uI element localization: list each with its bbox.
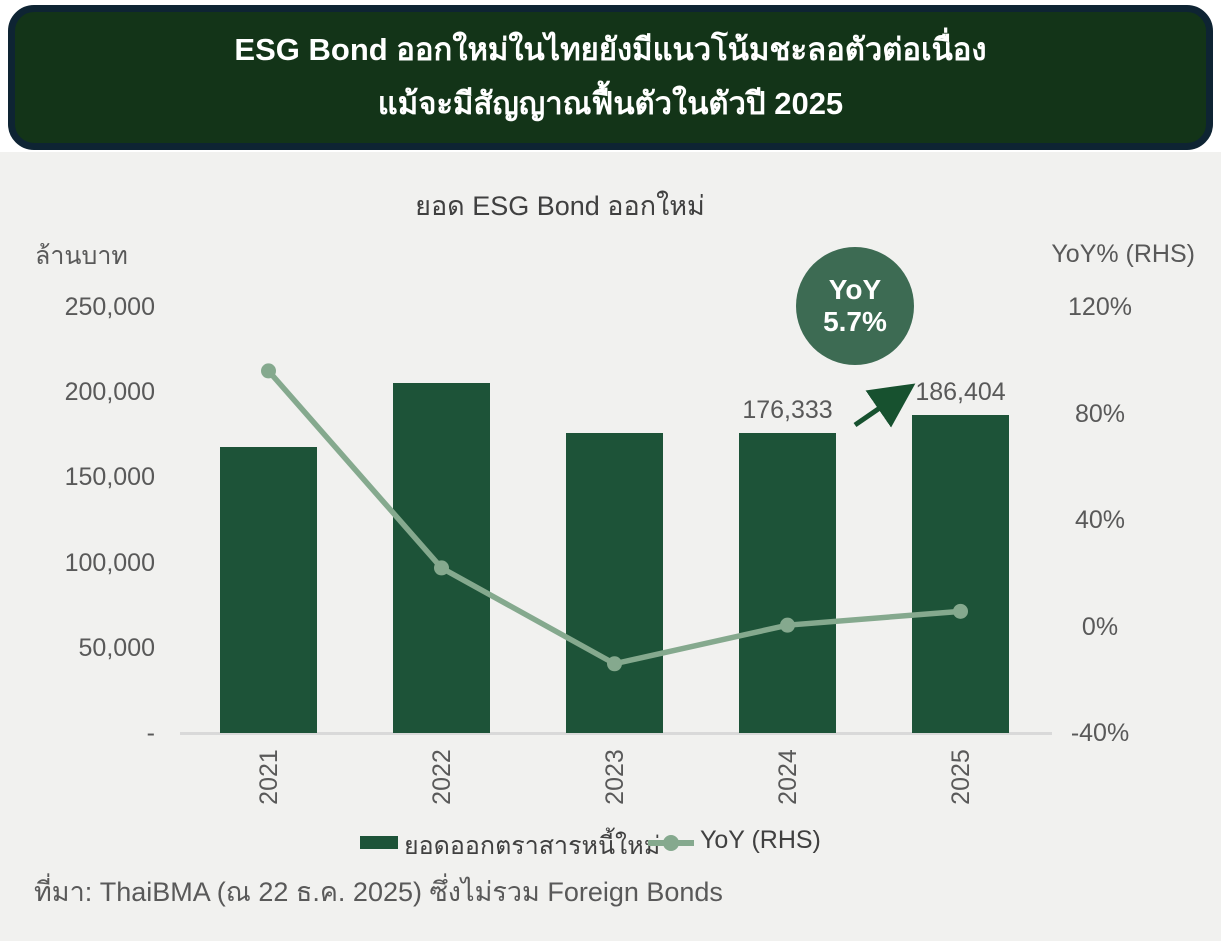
x-axis-label-2025: 2025 bbox=[946, 749, 975, 805]
legend-line-label: YoY (RHS) bbox=[700, 826, 821, 854]
source-note: ที่มา: ThaiBMA (ณ 22 ธ.ค. 2025) ซึ่งไม่ร… bbox=[34, 877, 723, 907]
yoy-point-2021 bbox=[261, 363, 276, 379]
right-axis-tick-label: 40% bbox=[1074, 506, 1126, 534]
data-label-2024: 176,333 bbox=[742, 395, 833, 424]
right-axis-tick-label: 80% bbox=[1074, 399, 1126, 428]
left-axis-tick-label: - bbox=[146, 719, 155, 747]
yoy-badge-label: YoY bbox=[828, 273, 882, 305]
left-axis-tick-label: 50,000 bbox=[78, 633, 155, 662]
data-label-2025: 186,404 bbox=[915, 378, 1006, 407]
bar-2021 bbox=[220, 446, 317, 733]
right-axis-tick-label: 120% bbox=[1068, 293, 1132, 321]
yoy-badge-value: 5.7% bbox=[823, 306, 887, 337]
bar-2023 bbox=[566, 433, 663, 733]
left-axis-tick-label: 250,000 bbox=[64, 293, 155, 321]
chart-area: ยอด ESG Bond ออกใหม่ ล้านบาท YoY% (RHS) … bbox=[0, 152, 1221, 941]
left-axis-unit-label: ล้านบาท bbox=[35, 242, 128, 270]
chart-title: ยอด ESG Bond ออกใหม่ bbox=[415, 191, 705, 221]
x-axis-line bbox=[180, 732, 1052, 735]
header-title-line2: แม้จะมีสัญญาณฟื้นตัวในตัวปี 2025 bbox=[377, 85, 844, 121]
bar-2025 bbox=[912, 415, 1009, 733]
left-axis-tick-label: 200,000 bbox=[64, 378, 155, 407]
header-title-box: ESG Bond ออกใหม่ในไทยยังมีแนวโน้มชะลอตัว… bbox=[8, 5, 1213, 150]
left-axis-tick-label: 100,000 bbox=[64, 548, 155, 577]
yoy-badge: YoY 5.7% bbox=[796, 247, 914, 365]
right-axis-tick-label: 0% bbox=[1081, 612, 1119, 641]
bar-2024 bbox=[739, 432, 836, 733]
legend: ยอดออกตราสารหนี้ใหม่ YoY (RHS) bbox=[0, 824, 1221, 864]
x-axis-label-2022: 2022 bbox=[427, 749, 456, 805]
x-axis-label-2023: 2023 bbox=[600, 749, 629, 805]
x-axis-label-2024: 2024 bbox=[773, 749, 802, 805]
header-band: ESG Bond ออกใหม่ในไทยยังมีแนวโน้มชะลอตัว… bbox=[0, 0, 1221, 152]
header-title-line1: ESG Bond ออกใหม่ในไทยยังมีแนวโน้มชะลอตัว… bbox=[234, 32, 987, 68]
legend-bar-label: ยอดออกตราสารหนี้ใหม่ bbox=[404, 832, 661, 860]
x-axis-label-2021: 2021 bbox=[254, 749, 283, 805]
right-axis-tick-label: -40% bbox=[1070, 719, 1130, 747]
bar-2022 bbox=[393, 382, 490, 733]
right-axis-unit-label: YoY% (RHS) bbox=[1051, 240, 1195, 268]
legend-line-swatch-icon bbox=[648, 835, 694, 851]
left-axis-tick-label: 150,000 bbox=[64, 463, 155, 492]
legend-bar-swatch-icon bbox=[360, 836, 398, 849]
